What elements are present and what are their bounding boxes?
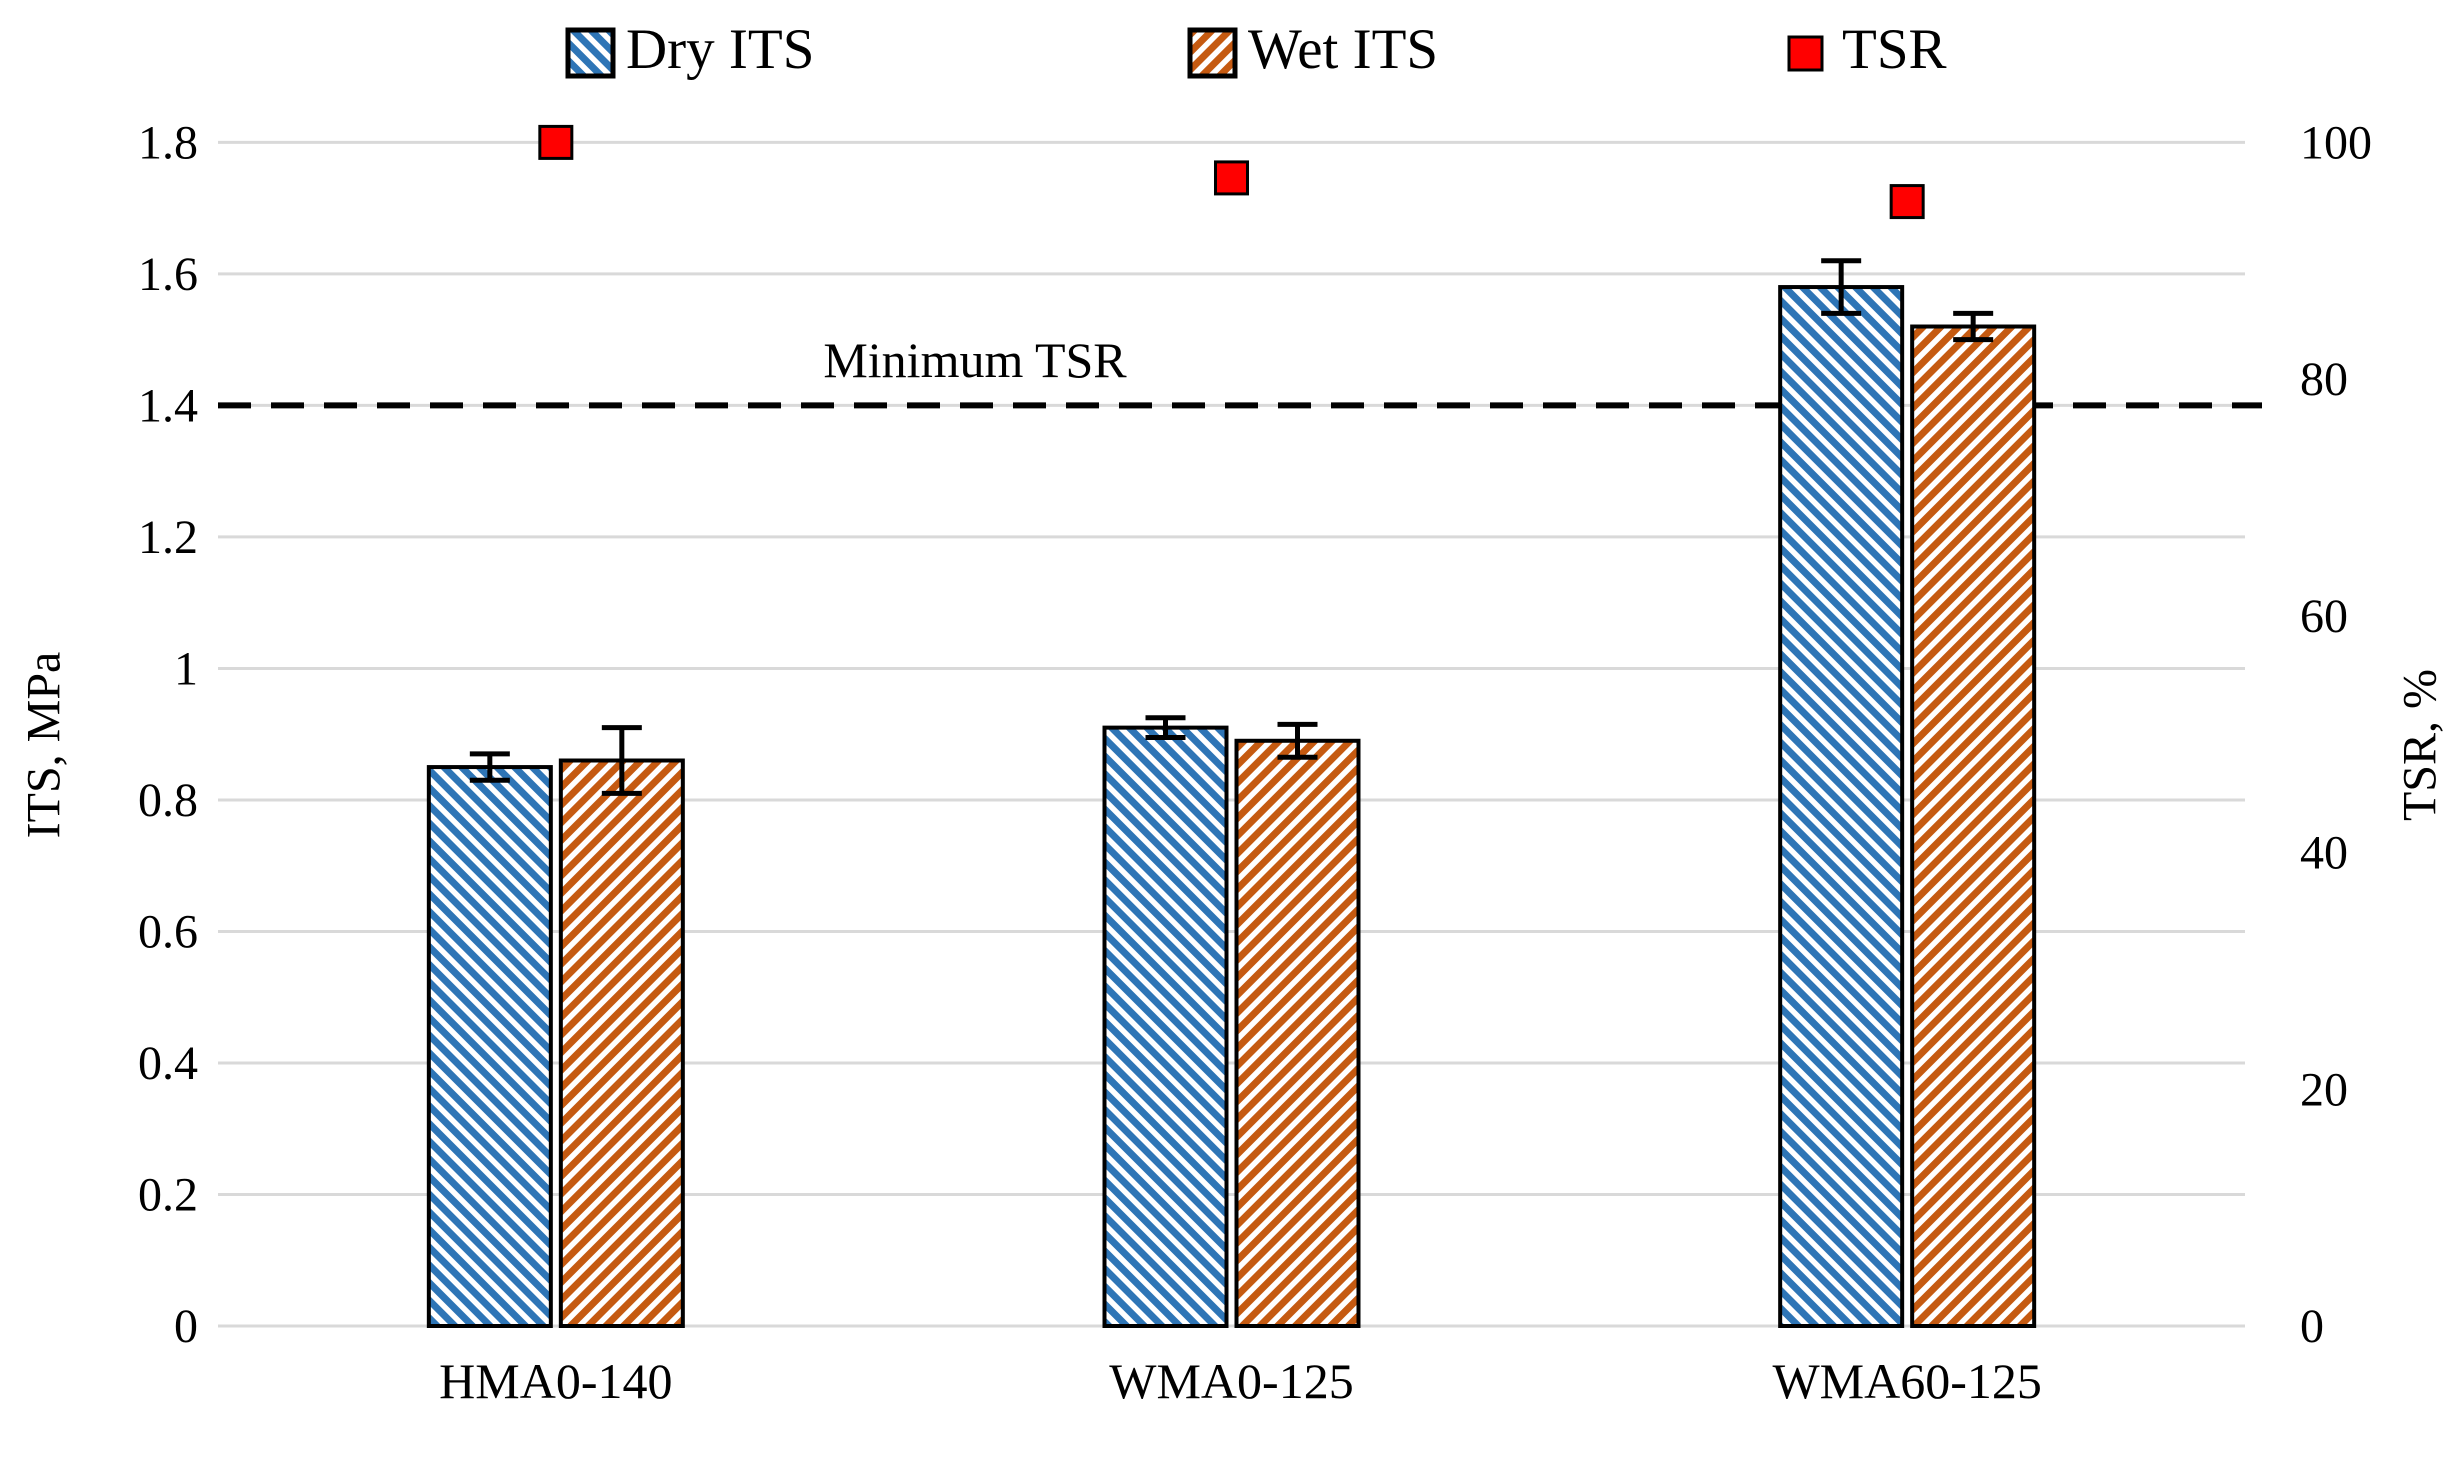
minimum-tsr-annotation-label: Minimum TSR — [823, 332, 1127, 388]
bar-wet-its-WMA60-125 — [1910, 324, 2037, 1328]
bar-wet-its-WMA0-125 — [1234, 738, 1361, 1328]
left-axis-tick-label: 0.6 — [138, 905, 198, 958]
left-axis-tick-label: 1.8 — [138, 116, 198, 169]
legend-swatch-tsr-icon — [1787, 35, 1824, 72]
error-bar-dry-its-WMA0-125 — [1145, 715, 1186, 740]
tsr-marker-WMA60-125 — [1889, 184, 1925, 220]
left-axis-tick-label: 0.2 — [138, 1168, 198, 1221]
error-bar-wet-its-HMA0-140 — [601, 725, 642, 796]
left-axis-tick-label: 0.4 — [138, 1037, 198, 1090]
right-axis-title: TSR, % — [2393, 668, 2447, 822]
tsr-marker-HMA0-140 — [538, 124, 574, 160]
tsr-marker-WMA0-125 — [1214, 160, 1249, 196]
left-axis-tick-label: 1.6 — [138, 248, 198, 301]
left-axis-tick-label: 0.8 — [138, 774, 198, 827]
right-axis-tick-label: 20 — [2300, 1063, 2348, 1116]
left-axis-tick-label: 1 — [174, 642, 198, 695]
legend-label-wet-its: Wet ITS — [1248, 18, 1439, 81]
x-axis-label-WMA0-125: WMA0-125 — [1109, 1353, 1353, 1409]
left-axis-tick-label: 1.4 — [138, 379, 198, 432]
right-axis-tick-label: 80 — [2300, 353, 2348, 406]
error-bar-dry-its-WMA60-125 — [1821, 258, 1862, 316]
right-axis-tick-label: 60 — [2300, 590, 2348, 643]
right-axis-tick-label: 100 — [2300, 116, 2372, 169]
error-bar-dry-its-HMA0-140 — [469, 751, 510, 783]
right-axis-tick-label: 40 — [2300, 827, 2348, 880]
bar-dry-its-HMA0-140 — [426, 765, 553, 1328]
x-axis-label-WMA60-125: WMA60-125 — [1772, 1353, 2041, 1409]
x-axis-label-HMA0-140: HMA0-140 — [439, 1353, 672, 1409]
right-axis-tick-label: 0 — [2300, 1300, 2324, 1353]
legend-swatch-wet-its-icon — [1187, 27, 1238, 79]
error-bar-wet-its-WMA0-125 — [1277, 721, 1318, 760]
bar-dry-its-WMA0-125 — [1102, 725, 1229, 1328]
bar-wet-its-HMA0-140 — [558, 758, 685, 1328]
left-axis-tick-label: 0 — [174, 1300, 198, 1353]
legend-label-tsr: TSR — [1842, 18, 1947, 81]
left-axis-title: ITS, MPa — [17, 651, 71, 839]
left-axis-tick-label: 1.2 — [138, 511, 198, 564]
legend-swatch-dry-its-icon — [565, 27, 616, 79]
bar-dry-its-WMA60-125 — [1778, 285, 1905, 1328]
legend-label-dry-its: Dry ITS — [626, 18, 815, 81]
error-bar-wet-its-WMA60-125 — [1953, 310, 1994, 343]
